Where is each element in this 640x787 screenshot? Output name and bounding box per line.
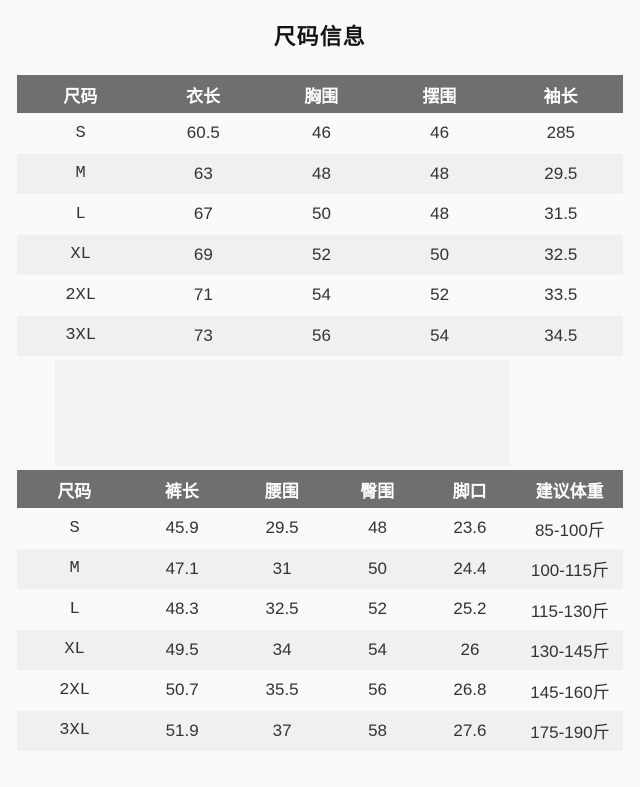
table-row: M 47.1 31 50 24.4 100-115斤 xyxy=(17,548,623,589)
size-table-top: 尺码 衣长 胸围 摆围 袖长 S 60.5 46 46 285 M 63 48 48 29.5 L 67 50 48… xyxy=(17,75,623,356)
table-row: 2XL 71 54 52 33.5 xyxy=(17,275,623,316)
size-table-bottom: 尺码 裤长 腰围 臀围 脚口 建议体重 S 45.9 29.5 48 23.6 85-100斤 M 47.… xyxy=(17,470,623,751)
table-row: 3XL 51.9 37 58 27.6 175-190斤 xyxy=(17,710,623,751)
value-cell: 48 xyxy=(430,204,450,224)
value-cell: 56 xyxy=(368,680,387,700)
value-cell: 54 xyxy=(312,285,331,305)
value-cell: 32.5 xyxy=(544,244,578,264)
value-cell: 35.5 xyxy=(265,680,299,700)
value-cell: 145-160斤 xyxy=(530,682,610,702)
value-cell: 27.6 xyxy=(453,720,487,740)
size-cell: 2XL xyxy=(65,285,96,305)
size-cell: XL xyxy=(64,640,85,660)
background-block xyxy=(55,360,510,466)
value-cell: 63 xyxy=(193,163,213,183)
value-cell: 34 xyxy=(272,639,292,659)
value-cell: 26.8 xyxy=(453,680,487,700)
value-cell: 130-145斤 xyxy=(530,642,610,662)
value-cell: 54 xyxy=(430,325,450,345)
value-cell: 24.4 xyxy=(453,558,487,578)
value-cell: 48 xyxy=(430,163,450,183)
column-header: 腰围 xyxy=(265,481,300,501)
column-header: 摆围 xyxy=(422,86,457,106)
value-cell: 50.7 xyxy=(165,680,199,700)
value-cell: 23.6 xyxy=(453,518,487,538)
size-cell: S xyxy=(75,123,86,143)
table-header-row: 尺码 衣长 胸围 摆围 袖长 xyxy=(17,75,623,113)
column-header: 裤长 xyxy=(165,481,200,501)
table-row: S 60.5 46 46 285 xyxy=(17,113,623,154)
value-cell: 50 xyxy=(312,204,331,224)
table-header-row: 尺码 裤长 腰围 臀围 脚口 建议体重 xyxy=(17,470,623,508)
value-cell: 51.9 xyxy=(165,720,199,740)
value-cell: 26 xyxy=(460,639,480,659)
table-row: 2XL 50.7 35.5 56 26.8 145-160斤 xyxy=(17,670,623,711)
value-cell: 47.1 xyxy=(165,558,199,578)
size-cell: S xyxy=(69,518,80,538)
value-cell: 69 xyxy=(193,244,213,264)
size-cell: M xyxy=(69,559,80,579)
column-header: 衣长 xyxy=(186,86,221,106)
column-header: 脚口 xyxy=(452,481,487,501)
value-cell: 73 xyxy=(193,325,213,345)
value-cell: 31.5 xyxy=(544,204,578,224)
value-cell: 71 xyxy=(193,285,213,305)
value-cell: 115-130斤 xyxy=(530,601,609,621)
value-cell: 52 xyxy=(312,244,331,264)
value-cell: 48 xyxy=(312,163,331,183)
value-cell: 25.2 xyxy=(453,599,487,619)
value-cell: 45.9 xyxy=(165,518,199,538)
value-cell: 100-115斤 xyxy=(530,561,609,581)
value-cell: 60.5 xyxy=(186,123,220,143)
value-cell: 48 xyxy=(368,518,387,538)
column-header: 尺码 xyxy=(57,481,92,501)
size-cell: M xyxy=(75,164,86,184)
table-row: XL 69 52 50 32.5 xyxy=(17,234,623,275)
page-title: 尺码信息 xyxy=(273,24,366,49)
value-cell: 85-100斤 xyxy=(534,520,605,540)
table-row: L 67 50 48 31.5 xyxy=(17,194,623,235)
value-cell: 32.5 xyxy=(265,599,299,619)
size-cell: 3XL xyxy=(59,721,90,741)
value-cell: 285 xyxy=(546,123,576,143)
value-cell: 46 xyxy=(430,123,450,143)
column-header: 臀围 xyxy=(360,481,395,501)
value-cell: 175-190斤 xyxy=(530,723,610,743)
column-header: 尺码 xyxy=(63,86,98,106)
value-cell: 34.5 xyxy=(544,325,578,345)
value-cell: 52 xyxy=(368,599,387,619)
column-header: 胸围 xyxy=(304,86,339,106)
size-cell: 3XL xyxy=(65,326,96,346)
table-row: L 48.3 32.5 52 25.2 115-130斤 xyxy=(17,589,623,630)
size-cell: L xyxy=(75,204,86,224)
value-cell: 29.5 xyxy=(544,163,578,183)
size-cell: XL xyxy=(70,245,91,265)
value-cell: 58 xyxy=(368,720,387,740)
value-cell: 37 xyxy=(272,720,292,740)
size-cell: L xyxy=(69,599,80,619)
value-cell: 50 xyxy=(368,558,387,578)
value-cell: 52 xyxy=(430,285,450,305)
value-cell: 29.5 xyxy=(265,518,299,538)
value-cell: 50 xyxy=(430,244,450,264)
value-cell: 56 xyxy=(312,325,331,345)
table-row: M 63 48 48 29.5 xyxy=(17,153,623,194)
table-row: 3XL 73 56 54 34.5 xyxy=(17,315,623,356)
table-row: XL 49.5 34 54 26 130-145斤 xyxy=(17,629,623,670)
column-header: 袖长 xyxy=(543,86,578,106)
table-row: S 45.9 29.5 48 23.6 85-100斤 xyxy=(17,508,623,549)
value-cell: 67 xyxy=(193,204,213,224)
column-header: 建议体重 xyxy=(535,481,604,501)
value-cell: 46 xyxy=(312,123,331,143)
value-cell: 33.5 xyxy=(544,285,578,305)
size-cell: 2XL xyxy=(59,680,90,700)
value-cell: 49.5 xyxy=(165,639,199,659)
value-cell: 54 xyxy=(368,639,387,659)
value-cell: 31 xyxy=(272,558,292,578)
value-cell: 48.3 xyxy=(165,599,199,619)
